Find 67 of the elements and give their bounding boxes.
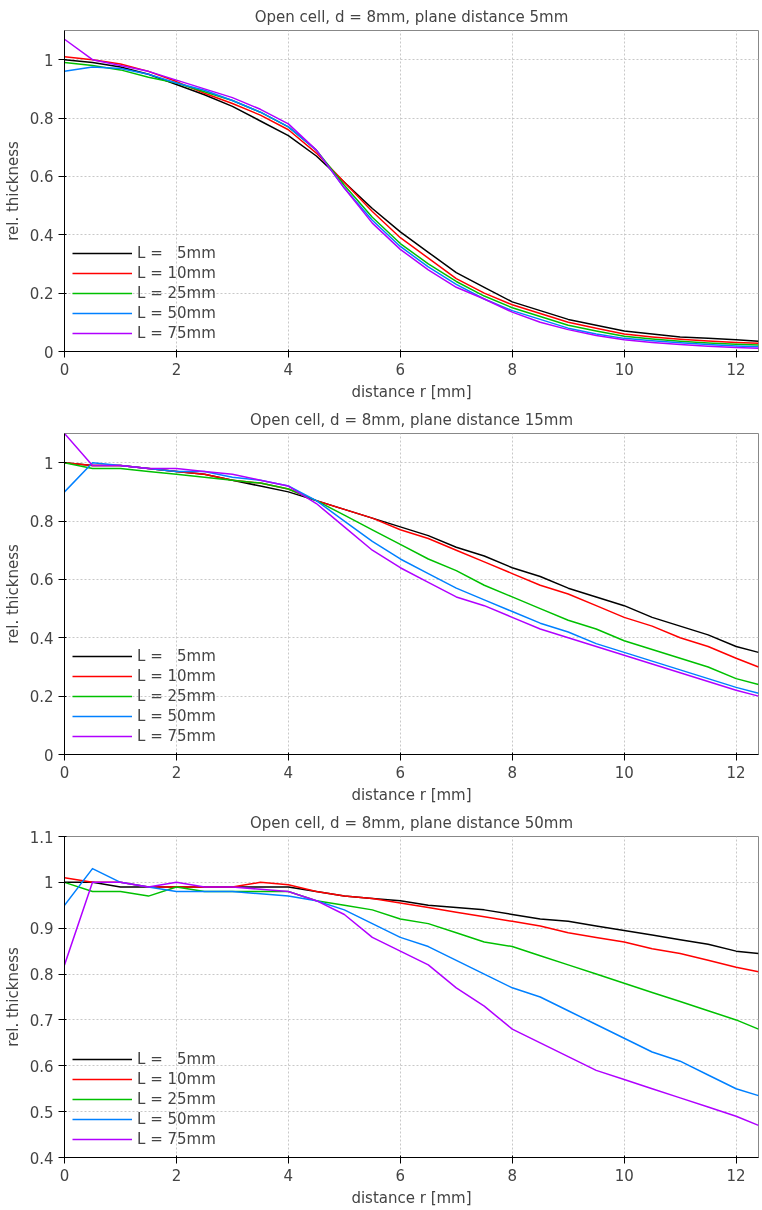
x-tick-label: 0 xyxy=(59,360,70,379)
x-tick-label: 6 xyxy=(395,360,406,379)
y-tick-label: 0.9 xyxy=(29,920,54,939)
x-tick-label: 2 xyxy=(171,763,182,782)
y-tick-label: 1 xyxy=(43,874,54,893)
x-tick-label: 0 xyxy=(59,763,70,782)
legend-label: L = 10mm xyxy=(137,1070,216,1088)
x-tick-label: 8 xyxy=(507,360,518,379)
x-tick-label: 6 xyxy=(395,1166,406,1185)
chart-title: Open cell, d = 8mm, plane distance 5mm xyxy=(254,7,569,26)
legend-label: L = 50mm xyxy=(137,707,216,725)
y-tick-label: 0.4 xyxy=(29,226,54,245)
x-tick-label: 4 xyxy=(283,763,294,782)
x-tick-label: 4 xyxy=(283,360,294,379)
y-axis-title: rel. thickness xyxy=(3,544,22,644)
legend-label: L = 50mm xyxy=(137,1110,216,1128)
y-tick-label: 0.7 xyxy=(29,1011,54,1030)
x-tick-label: 12 xyxy=(726,360,746,379)
legend-label: L = 5mm xyxy=(137,1050,216,1068)
x-tick-label: 2 xyxy=(171,1166,182,1185)
x-tick-label: 12 xyxy=(726,1166,746,1185)
legend-label: L = 75mm xyxy=(137,1130,216,1148)
y-tick-label: 0.8 xyxy=(29,110,54,129)
x-tick-label: 0 xyxy=(59,1166,70,1185)
legend-label: L = 50mm xyxy=(137,304,216,322)
y-tick-label: 0.2 xyxy=(29,688,54,707)
y-tick-label: 0.4 xyxy=(29,629,54,648)
y-tick-label: 0.5 xyxy=(29,1103,54,1122)
x-tick-label: 4 xyxy=(283,1166,294,1185)
y-tick-label: 0.2 xyxy=(29,285,54,304)
x-tick-label: 10 xyxy=(614,360,634,379)
y-tick-label: 0.8 xyxy=(29,966,54,985)
legend-label: L = 5mm xyxy=(137,647,216,665)
y-tick-label: 0 xyxy=(43,343,54,362)
y-tick-label: 1 xyxy=(43,454,54,473)
x-tick-label: 2 xyxy=(171,360,182,379)
legend-label: L = 10mm xyxy=(137,667,216,685)
x-axis-title: distance r [mm] xyxy=(351,1188,472,1207)
line-series xyxy=(64,881,759,1127)
legend-label: L = 25mm xyxy=(137,687,216,705)
y-tick-label: 0.6 xyxy=(29,168,54,187)
x-tick-label: 8 xyxy=(507,1166,518,1185)
y-tick-label: 1 xyxy=(43,51,54,70)
y-tick-label: 0.6 xyxy=(29,1057,54,1076)
x-tick-label: 10 xyxy=(614,1166,634,1185)
x-tick-label: 6 xyxy=(395,763,406,782)
y-tick-label: 0.6 xyxy=(29,571,54,590)
x-tick-label: 10 xyxy=(614,763,634,782)
chart-title: Open cell, d = 8mm, plane distance 15mm xyxy=(249,410,574,429)
legend-label: L = 25mm xyxy=(137,284,216,302)
y-tick-label: 0.4 xyxy=(29,1149,54,1168)
x-axis-title: distance r [mm] xyxy=(351,785,472,804)
legend-label: L = 5mm xyxy=(137,244,216,262)
legend-label: L = 25mm xyxy=(137,1090,216,1108)
y-tick-label: 0 xyxy=(43,746,54,765)
y-tick-label: 1.1 xyxy=(29,828,54,847)
legend-label: L = 75mm xyxy=(137,324,216,342)
legend-label: L = 75mm xyxy=(137,727,216,745)
y-tick-label: 0.8 xyxy=(29,513,54,532)
y-axis-title: rel. thickness xyxy=(3,141,22,241)
chart-title: Open cell, d = 8mm, plane distance 50mm xyxy=(249,813,574,832)
x-tick-label: 8 xyxy=(507,763,518,782)
line-series xyxy=(64,881,759,1030)
x-tick-label: 12 xyxy=(726,763,746,782)
x-axis-title: distance r [mm] xyxy=(351,382,472,401)
legend-label: L = 10mm xyxy=(137,264,216,282)
y-axis-title: rel. thickness xyxy=(3,947,22,1047)
